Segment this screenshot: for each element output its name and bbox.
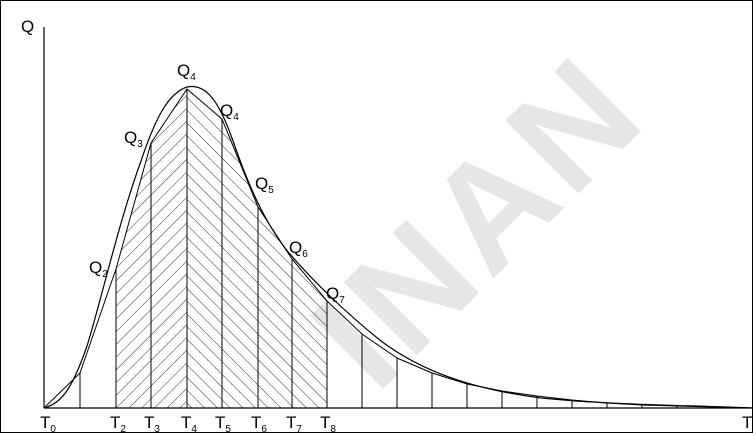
polygonal-approximation: [43, 88, 752, 409]
time-label: T7: [286, 413, 302, 433]
flow-label: Q4: [220, 101, 239, 123]
time-label: T8: [320, 413, 336, 433]
flow-label: Q7: [326, 284, 345, 306]
flow-label: Q6: [289, 238, 308, 260]
time-label: T2: [110, 413, 126, 433]
flow-label: Q5: [255, 174, 274, 196]
x-axis-label: T: [742, 413, 752, 432]
time-label: T3: [144, 413, 160, 433]
watermark-text: INAN: [280, 24, 675, 419]
time-label: T0: [40, 413, 56, 433]
flow-label: Q2: [89, 258, 108, 280]
y-axis-label: Q: [21, 17, 34, 36]
flow-label: Q4: [177, 61, 196, 83]
time-label: T6: [251, 413, 267, 433]
time-label: T4: [181, 413, 197, 433]
flow-labels: Q2 Q3 Q4 Q4 Q5 Q6 Q7: [89, 61, 345, 306]
ordinate-lines: [79, 89, 713, 408]
time-labels: T0 T2 T3 T4 T5 T6 T7 T8: [40, 413, 336, 433]
flow-label: Q3: [124, 128, 143, 150]
time-label: T5: [215, 413, 231, 433]
hydrograph-curve: [43, 85, 752, 409]
